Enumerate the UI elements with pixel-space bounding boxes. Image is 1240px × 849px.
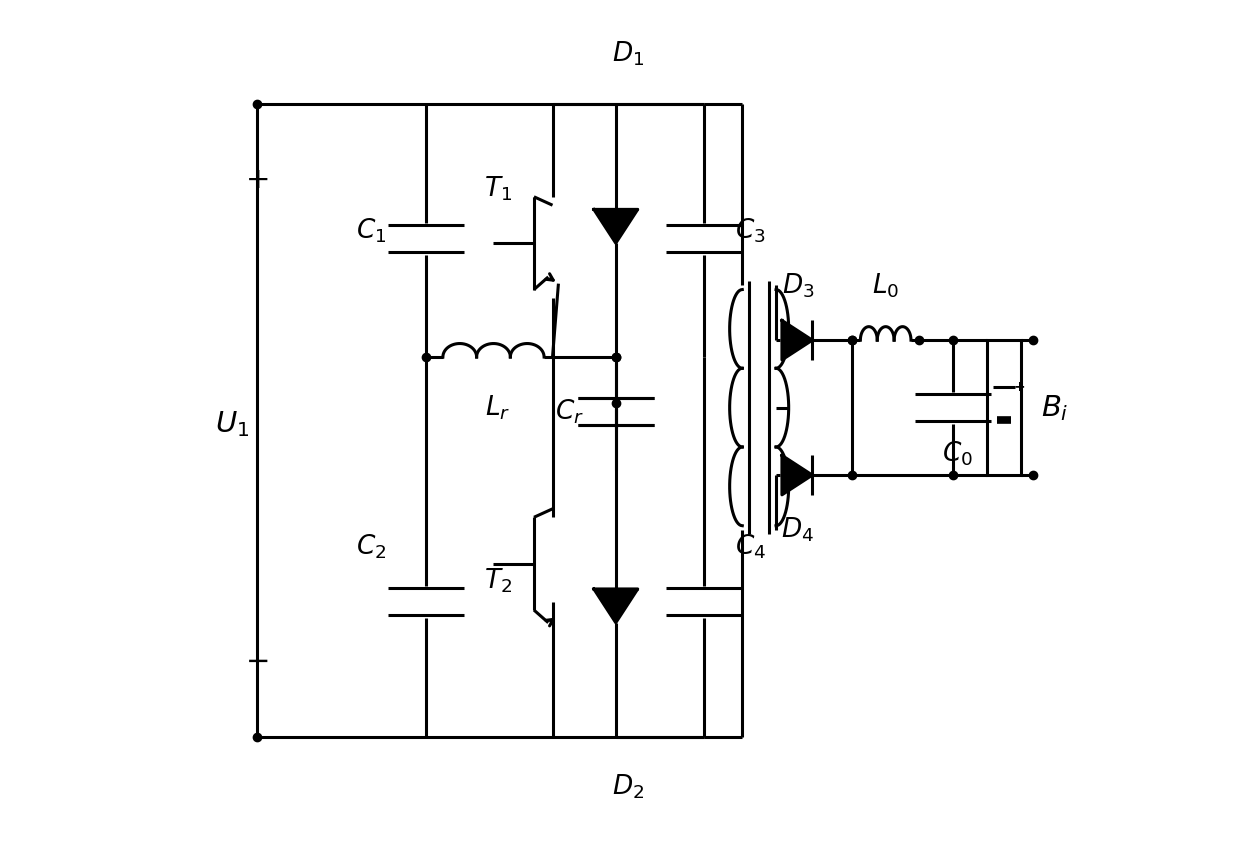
Text: $-$: $-$: [244, 646, 268, 675]
Bar: [987, 340, 1021, 475]
Text: $L_0$: $L_0$: [872, 271, 899, 300]
Polygon shape: [594, 210, 637, 243]
Text: $D_2$: $D_2$: [613, 773, 645, 801]
Text: $D_4$: $D_4$: [781, 515, 815, 544]
Polygon shape: [782, 320, 812, 360]
Polygon shape: [782, 455, 812, 495]
Text: +: +: [1013, 380, 1024, 394]
Text: $U_1$: $U_1$: [215, 409, 249, 440]
Text: $C_1$: $C_1$: [356, 216, 387, 245]
Text: $T_1$: $T_1$: [484, 174, 512, 203]
Text: $L_r$: $L_r$: [485, 393, 511, 422]
Text: $C_0$: $C_0$: [942, 440, 973, 469]
Text: $B_i$: $B_i$: [1040, 393, 1068, 423]
Polygon shape: [594, 589, 637, 622]
Text: $C_3$: $C_3$: [735, 216, 766, 245]
Text: $C_r$: $C_r$: [556, 397, 584, 426]
Text: $D_1$: $D_1$: [613, 39, 645, 68]
Text: $C_2$: $C_2$: [356, 532, 387, 561]
Text: $C_4$: $C_4$: [735, 532, 766, 561]
Text: $+$: $+$: [244, 166, 268, 194]
Text: $T_2$: $T_2$: [484, 566, 512, 595]
Text: $D_3$: $D_3$: [781, 271, 815, 300]
